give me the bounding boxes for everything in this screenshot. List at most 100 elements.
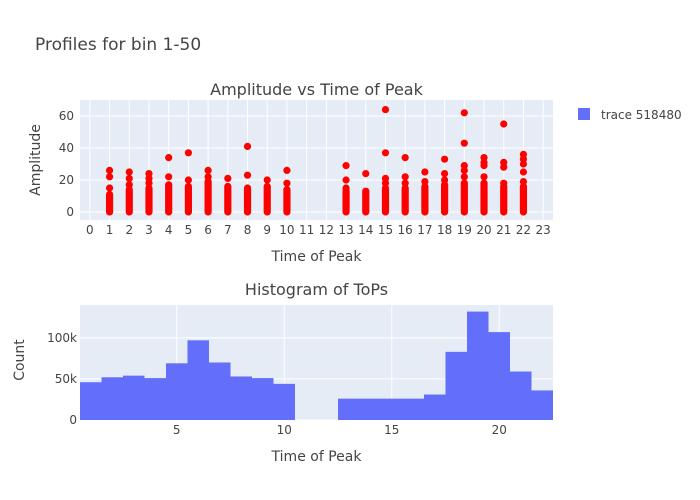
histogram-bar[interactable] [488, 332, 511, 420]
histogram-bar[interactable] [338, 398, 360, 420]
scatter-point-cluster[interactable] [145, 184, 153, 216]
scatter-point-cluster[interactable] [381, 184, 390, 216]
scatter-point[interactable] [125, 168, 133, 176]
histogram-bar[interactable] [166, 363, 188, 420]
histogram-bar[interactable] [381, 398, 403, 420]
histogram-bars[interactable] [80, 311, 554, 421]
scatter-point-cluster[interactable] [401, 184, 409, 216]
scatter-point[interactable] [263, 176, 271, 184]
histogram-y-axis-label: Count [12, 339, 28, 381]
scatter-point[interactable] [342, 162, 350, 170]
scatter-point[interactable] [243, 171, 252, 179]
scatter-point[interactable] [105, 173, 114, 181]
scatter-point[interactable] [105, 184, 114, 192]
scatter-point[interactable] [500, 120, 508, 128]
scatter-point[interactable] [421, 178, 429, 186]
scatter-point-cluster[interactable] [342, 187, 350, 216]
histogram-bar[interactable] [123, 375, 145, 420]
histogram-bar[interactable] [144, 378, 167, 420]
scatter-point[interactable] [125, 174, 133, 182]
histogram-bar[interactable] [101, 377, 124, 420]
scatter-points[interactable] [105, 106, 528, 216]
scatter-point[interactable] [500, 158, 508, 166]
histogram-bar[interactable] [187, 340, 210, 420]
scatter-point[interactable] [224, 174, 232, 182]
scatter-point[interactable] [421, 168, 429, 176]
scatter-point-cluster[interactable] [441, 181, 449, 216]
legend-swatch[interactable] [578, 108, 590, 120]
scatter-point-cluster[interactable] [283, 186, 291, 216]
scatter-point[interactable] [105, 166, 114, 174]
histogram-y-tick-label: 100k [47, 331, 77, 345]
scatter-point[interactable] [401, 179, 409, 187]
scatter-point[interactable] [381, 149, 390, 157]
legend-label[interactable]: trace 518480 [601, 108, 682, 122]
histogram-bar[interactable] [531, 390, 554, 420]
scatter-point-cluster[interactable] [184, 182, 192, 216]
scatter-point[interactable] [460, 173, 468, 181]
histogram-bar[interactable] [230, 376, 253, 420]
histogram-bar[interactable] [510, 371, 532, 420]
histogram-bar[interactable] [402, 398, 425, 420]
histogram-bar[interactable] [424, 394, 446, 420]
histogram-bar[interactable] [209, 362, 231, 421]
scatter-point[interactable] [342, 184, 350, 192]
scatter-point[interactable] [519, 168, 528, 176]
scatter-point[interactable] [480, 173, 488, 181]
scatter-point[interactable] [243, 142, 252, 150]
scatter-point[interactable] [184, 149, 192, 157]
scatter-point-cluster[interactable] [362, 187, 370, 216]
scatter-point[interactable] [441, 170, 449, 178]
scatter-point[interactable] [165, 154, 173, 162]
scatter-point[interactable] [500, 179, 508, 187]
scatter-point-cluster[interactable] [480, 179, 488, 216]
scatter-point[interactable] [342, 176, 350, 184]
histogram-bar[interactable] [80, 382, 102, 420]
histogram-bar[interactable] [467, 311, 489, 420]
scatter-point-cluster[interactable] [519, 182, 528, 216]
scatter-point[interactable] [362, 170, 370, 178]
scatter-y-tick-label: 20 [59, 173, 74, 187]
scatter-point[interactable] [401, 173, 409, 181]
scatter-point[interactable] [283, 179, 291, 187]
scatter-point[interactable] [519, 178, 528, 186]
legend[interactable]: trace 518480 [578, 108, 682, 122]
scatter-point[interactable] [480, 154, 488, 162]
scatter-point[interactable] [381, 174, 390, 182]
scatter-point[interactable] [145, 170, 153, 178]
scatter-point-cluster[interactable] [460, 179, 468, 216]
scatter-point-cluster[interactable] [204, 178, 212, 216]
scatter-point-cluster[interactable] [263, 182, 271, 216]
scatter-point[interactable] [460, 162, 468, 170]
scatter-point-cluster[interactable] [165, 181, 173, 216]
scatter-point[interactable] [165, 173, 173, 181]
scatter-x-tick-label: 1 [106, 223, 114, 237]
scatter-point[interactable] [441, 155, 449, 163]
scatter-point[interactable] [125, 181, 133, 189]
histogram-bar[interactable] [273, 383, 296, 420]
histogram-bar[interactable] [445, 351, 468, 420]
scatter-point[interactable] [381, 106, 390, 114]
scatter-point-cluster[interactable] [421, 182, 429, 216]
scatter-point[interactable] [283, 166, 291, 174]
scatter-point[interactable] [401, 154, 409, 162]
scatter-point-cluster[interactable] [243, 184, 252, 216]
scatter-point-cluster[interactable] [125, 186, 133, 216]
histogram-x-tick-label: 15 [384, 423, 399, 437]
histogram-bar[interactable] [252, 378, 274, 420]
scatter-point[interactable] [460, 109, 468, 117]
scatter-x-tick-label: 2 [125, 223, 133, 237]
scatter-point[interactable] [441, 176, 449, 184]
scatter-point-cluster[interactable] [500, 182, 508, 216]
scatter-x-tick-label: 18 [437, 223, 452, 237]
scatter-point[interactable] [204, 166, 212, 174]
scatter-point-cluster[interactable] [105, 190, 114, 216]
scatter-x-tick-label: 9 [263, 223, 271, 237]
scatter-point[interactable] [204, 173, 212, 181]
scatter-point[interactable] [460, 139, 468, 147]
scatter-x-tick-label: 21 [496, 223, 511, 237]
histogram-bar[interactable] [359, 398, 382, 420]
scatter-point[interactable] [184, 176, 192, 184]
scatter-point[interactable] [519, 150, 528, 158]
scatter-point-cluster[interactable] [224, 182, 232, 216]
